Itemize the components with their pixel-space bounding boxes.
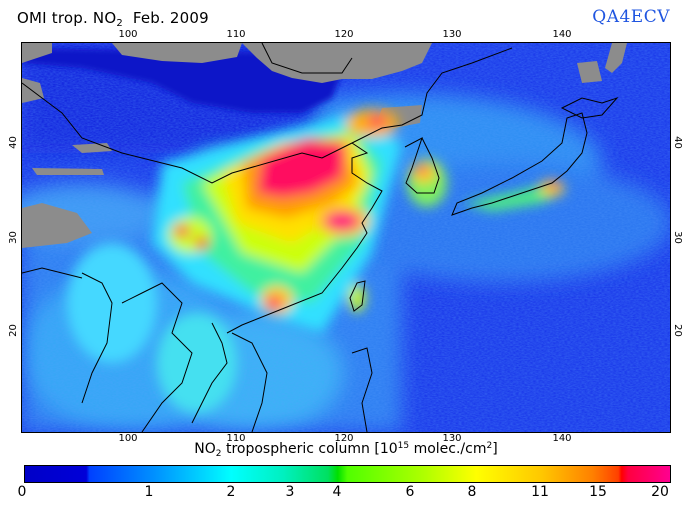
colorbar-tick: 2 [226,484,236,500]
colorbar-tick: 11 [531,484,549,500]
lon-tick-bottom: 120 [334,433,354,444]
colorbar-label: NO2 tropospheric column [1015 molec./cm2… [194,441,498,459]
lon-tick-bottom: 140 [552,433,572,444]
lon-tick-top: 140 [552,29,572,40]
no2-map [21,42,671,433]
lat-tick-left: 40 [7,136,19,149]
colorbar [24,465,671,483]
lat-tick-right: 40 [671,136,683,149]
brand-logo: QA4ECV [592,7,670,27]
colorbar-tick: 6 [405,484,415,500]
lon-tick-bottom: 130 [442,433,462,444]
missing-data [22,43,627,248]
map-graphic [22,43,670,432]
lat-tick-left: 20 [7,324,19,337]
colorbar-tick: 0 [17,484,27,500]
lon-tick-top: 100 [118,29,138,40]
coastlines [22,43,619,432]
lon-tick-bottom: 110 [226,433,246,444]
lon-tick-bottom: 100 [118,433,138,444]
colorbar-tick: 1 [144,484,154,500]
lon-tick-top: 120 [334,29,354,40]
lat-tick-left: 30 [7,231,19,244]
colorbar-tick: 20 [651,484,669,500]
lon-tick-top: 110 [226,29,246,40]
chart-title: OMI trop. NO2 Feb. 2009 [17,9,209,29]
colorbar-tick: 15 [589,484,607,500]
colorbar-tick: 3 [285,484,295,500]
colorbar-tick: 4 [332,484,342,500]
lat-tick-right: 20 [671,324,683,337]
lat-tick-right: 30 [671,231,683,244]
lon-tick-top: 130 [442,29,462,40]
colorbar-tick: 8 [467,484,477,500]
